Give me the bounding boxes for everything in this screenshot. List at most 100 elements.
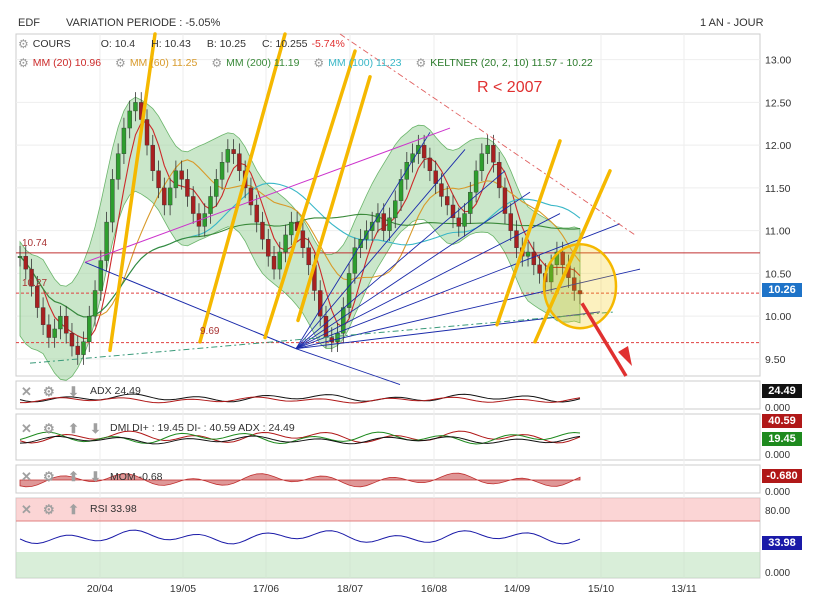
mm200-label: MM (200) 11.19 (226, 57, 300, 69)
candle-body (381, 213, 386, 231)
fan-line (295, 268, 641, 350)
candle-body (387, 217, 392, 231)
variation-label: VARIATION PERIODE : -5.05% (66, 17, 221, 29)
arrow-up-icon[interactable]: ⬆ (68, 421, 79, 436)
arrow-up-icon[interactable]: ⬆ (68, 469, 79, 484)
candle-body (63, 315, 69, 334)
arrow-up-icon[interactable]: ⬆ (68, 502, 79, 517)
candle-body (231, 149, 236, 154)
candle-body (167, 187, 173, 206)
candle-body (69, 333, 75, 347)
candle-body (393, 200, 398, 219)
mom-label: MOM -0.68 (110, 471, 163, 483)
dmi-minus-badge: 40.59 (762, 414, 802, 428)
x-tick-label: 13/11 (671, 583, 697, 595)
low-value: B: 10.25 (206, 38, 246, 50)
y-tick-label: 11.50 (765, 183, 791, 195)
x-tick-label: 14/09 (504, 583, 530, 595)
gear-icon[interactable]: ⚙ (43, 469, 55, 484)
adx-zero: 0.000 (765, 403, 791, 414)
candle-body (318, 290, 323, 317)
candle-body (35, 286, 40, 308)
candle-body (271, 256, 277, 270)
gear-icon[interactable]: ⚙ (313, 56, 325, 70)
indicator-legend: ⚙ MM (20) 10.96 ⚙ MM (60) 11.25 ⚙ MM (20… (18, 56, 593, 70)
gear-icon[interactable]: ⚙ (115, 56, 126, 70)
trendline-magenta (84, 127, 451, 263)
arrow-down-icon[interactable]: ⬇ (68, 384, 79, 399)
candle-body (496, 162, 502, 189)
dmi-zero: 0.000 (765, 450, 791, 461)
mm100-label: MM (100) 11.23 (328, 57, 402, 69)
candle-body (115, 153, 121, 180)
last-price-badge: 10.26 (762, 283, 802, 297)
gear-icon[interactable]: ⚙ (415, 56, 427, 70)
y-tick-label: 10.50 (765, 268, 791, 280)
candle-body (202, 213, 207, 227)
level-1027-label: 10.27 (22, 278, 48, 289)
candle-body (508, 213, 513, 231)
gear-icon[interactable]: ⚙ (43, 384, 55, 399)
candle-body (219, 162, 225, 180)
candle-body (375, 213, 381, 223)
candle-body (341, 307, 346, 334)
adx-badge: 24.49 (762, 384, 802, 398)
candle-body (81, 341, 86, 355)
fan-line (295, 149, 466, 349)
gear-icon[interactable]: ⚙ (43, 421, 55, 436)
candle-body (40, 307, 46, 325)
gear-icon[interactable]: ⚙ (18, 56, 29, 70)
fan-line (295, 348, 401, 385)
x-tick-label: 19/05 (170, 583, 196, 595)
level-969-label: 9.69 (200, 326, 220, 337)
mm60-line (19, 159, 581, 318)
candle-body (548, 264, 554, 283)
arrow-down-icon[interactable]: ⬇ (90, 421, 101, 436)
trend-stroke (263, 49, 357, 340)
bearish-arrow (580, 302, 628, 377)
x-tick-label: 17/06 (253, 583, 279, 595)
adx-label: ADX 24.49 (90, 385, 141, 397)
candle-body (445, 196, 450, 206)
resistance-line (339, 33, 636, 236)
fan-line (295, 191, 531, 350)
mom-area (19, 472, 581, 488)
quote-legend: ⚙ COURS O: 10.4 H: 10.43 B: 10.25 C: 10.… (18, 37, 345, 51)
gear-icon[interactable]: ⚙ (18, 37, 29, 51)
candle-body (29, 268, 34, 287)
close-value: C: 10.255 (261, 38, 308, 50)
candle-body (473, 170, 479, 193)
arrow-down-icon[interactable]: ⬇ (90, 469, 101, 484)
close-icon[interactable]: ✕ (21, 421, 32, 436)
period-selector[interactable]: 1 AN - JOUR (700, 17, 764, 29)
candle-body (254, 204, 259, 223)
candle-body (52, 328, 57, 338)
fan-line (295, 132, 431, 349)
candle-body (427, 157, 433, 172)
mom-zero: 0.000 (765, 487, 791, 498)
y-tick-label: 12.50 (765, 97, 791, 109)
trend-stroke (108, 32, 157, 353)
candle-body (531, 251, 537, 266)
close-icon[interactable]: ✕ (21, 469, 32, 484)
x-tick-label: 18/07 (337, 583, 363, 595)
candle-body (554, 251, 560, 266)
candle-body (121, 127, 127, 154)
gear-icon[interactable]: ⚙ (211, 56, 223, 70)
candle-body (23, 256, 28, 270)
candle-body (468, 191, 473, 214)
candle-body (514, 230, 519, 248)
cours-label: COURS (32, 38, 71, 50)
rsi-overbought-zone (16, 498, 760, 521)
close-icon[interactable]: ✕ (21, 384, 32, 399)
close-icon[interactable]: ✕ (21, 502, 32, 517)
rsi-line (19, 529, 581, 545)
candle-body (577, 290, 583, 295)
keltner-label: KELTNER (20, 2, 10) 11.57 - 10.22 (430, 57, 593, 69)
dmi-adx-line (19, 435, 581, 445)
gear-icon[interactable]: ⚙ (43, 502, 55, 517)
mom-badge: -0.680 (762, 469, 802, 483)
candle-body (248, 187, 254, 206)
open-value: O: 10.4 (100, 38, 136, 50)
